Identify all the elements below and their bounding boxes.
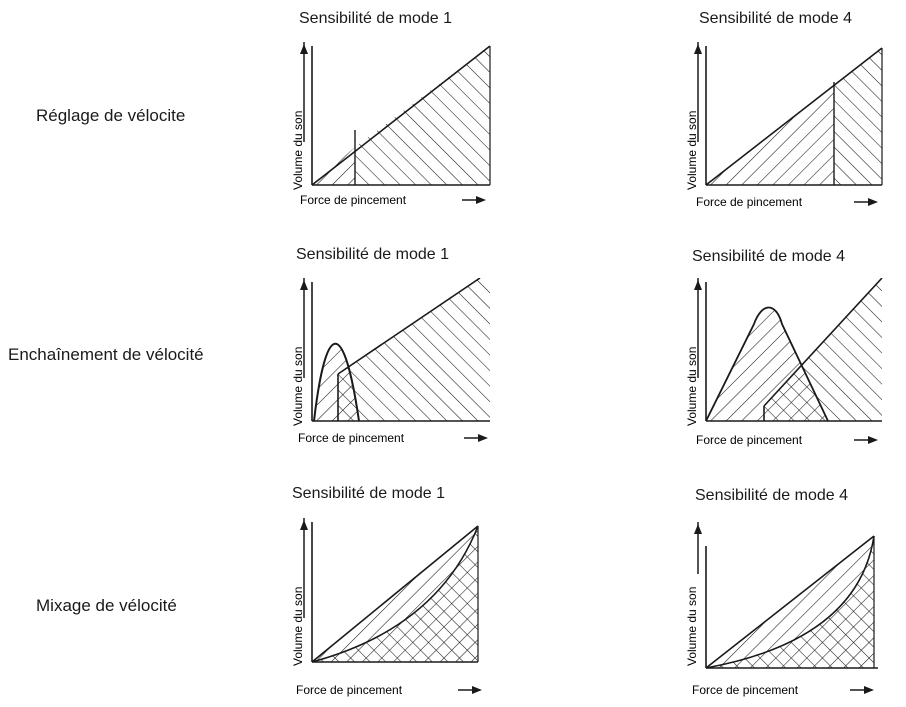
y-axis-arrow-icon — [694, 522, 702, 574]
x-axis-label: Force de pincement — [300, 193, 407, 207]
title-row3-mode1: Sensibilité de mode 1 — [292, 485, 445, 502]
y-axis-label: Volume du son — [685, 587, 699, 666]
graph-row3-mode4: Volume du son Force de pincement — [685, 522, 878, 697]
y-axis-arrow-icon — [300, 518, 308, 618]
x-axis-label: Force de pincement — [298, 431, 405, 445]
hatched-area-high — [834, 48, 882, 185]
graph-row1-mode4: Volume du son Force de pincement — [685, 42, 883, 209]
linear-response-line — [311, 525, 479, 663]
hatched-area-first-voice — [706, 307, 828, 421]
x-axis-arrow-icon — [854, 436, 878, 444]
y-axis-arrow-icon — [300, 278, 308, 378]
hatched-area-low — [312, 147, 355, 185]
title-row3-mode4: Sensibilité de mode 4 — [695, 487, 848, 504]
x-axis-arrow-icon — [458, 686, 482, 694]
hatched-area-first-voice — [314, 343, 359, 421]
x-axis-arrow-icon — [850, 686, 874, 694]
row-label-velocity-mix: Mixage de vélocité — [36, 596, 177, 615]
y-axis-label: Volume du son — [291, 111, 305, 190]
curved-response-line — [311, 525, 479, 663]
second-voice-line — [763, 278, 883, 407]
x-axis-arrow-icon — [854, 198, 878, 206]
response-line — [311, 45, 491, 186]
row-label-velocity-setting: Réglage de vélocite — [36, 106, 186, 125]
x-axis-label: Force de pincement — [296, 683, 403, 697]
y-axis-label: Volume du son — [685, 111, 699, 190]
title-row1-mode1: Sensibilité de mode 1 — [299, 10, 452, 27]
x-axis-arrow-icon — [464, 434, 488, 442]
response-line — [705, 47, 883, 186]
linear-response-line — [705, 535, 875, 669]
graph-row1-mode1: Volume du son Force de pincement — [291, 42, 491, 207]
y-axis-label: Volume du son — [291, 347, 305, 426]
x-axis-arrow-icon — [462, 196, 486, 204]
x-axis-label: Force de pincement — [692, 683, 799, 697]
row-label-velocity-chain: Enchaînement de vélocité — [8, 345, 204, 364]
x-axis-label: Force de pincement — [696, 433, 803, 447]
graph-row2-mode1: Volume du son Force de pincement — [291, 278, 490, 445]
first-voice-curve — [705, 306, 829, 422]
y-axis-arrow-icon — [300, 42, 308, 142]
y-axis-arrow-icon — [694, 42, 702, 142]
x-axis-label: Force de pincement — [696, 195, 803, 209]
title-row2-mode4: Sensibilité de mode 4 — [692, 248, 845, 265]
hatched-area-second-voice — [338, 278, 490, 421]
y-axis-label: Volume du son — [685, 347, 699, 426]
hatched-area-curved — [706, 536, 874, 668]
hatched-area-curved — [312, 526, 478, 662]
first-voice-curve — [313, 342, 360, 422]
second-voice-line — [337, 278, 481, 375]
title-row1-mode4: Sensibilité de mode 4 — [699, 10, 852, 27]
graph-row2-mode4: Volume du son Force de pincement — [685, 278, 883, 447]
y-axis-label: Volume du son — [291, 587, 305, 666]
graph-row3-mode1: Volume du son Force de pincement — [291, 518, 482, 697]
title-row2-mode1: Sensibilité de mode 1 — [296, 246, 449, 263]
y-axis-arrow-icon — [694, 278, 702, 378]
hatched-area-high — [355, 46, 490, 185]
curved-response-line — [705, 535, 875, 669]
